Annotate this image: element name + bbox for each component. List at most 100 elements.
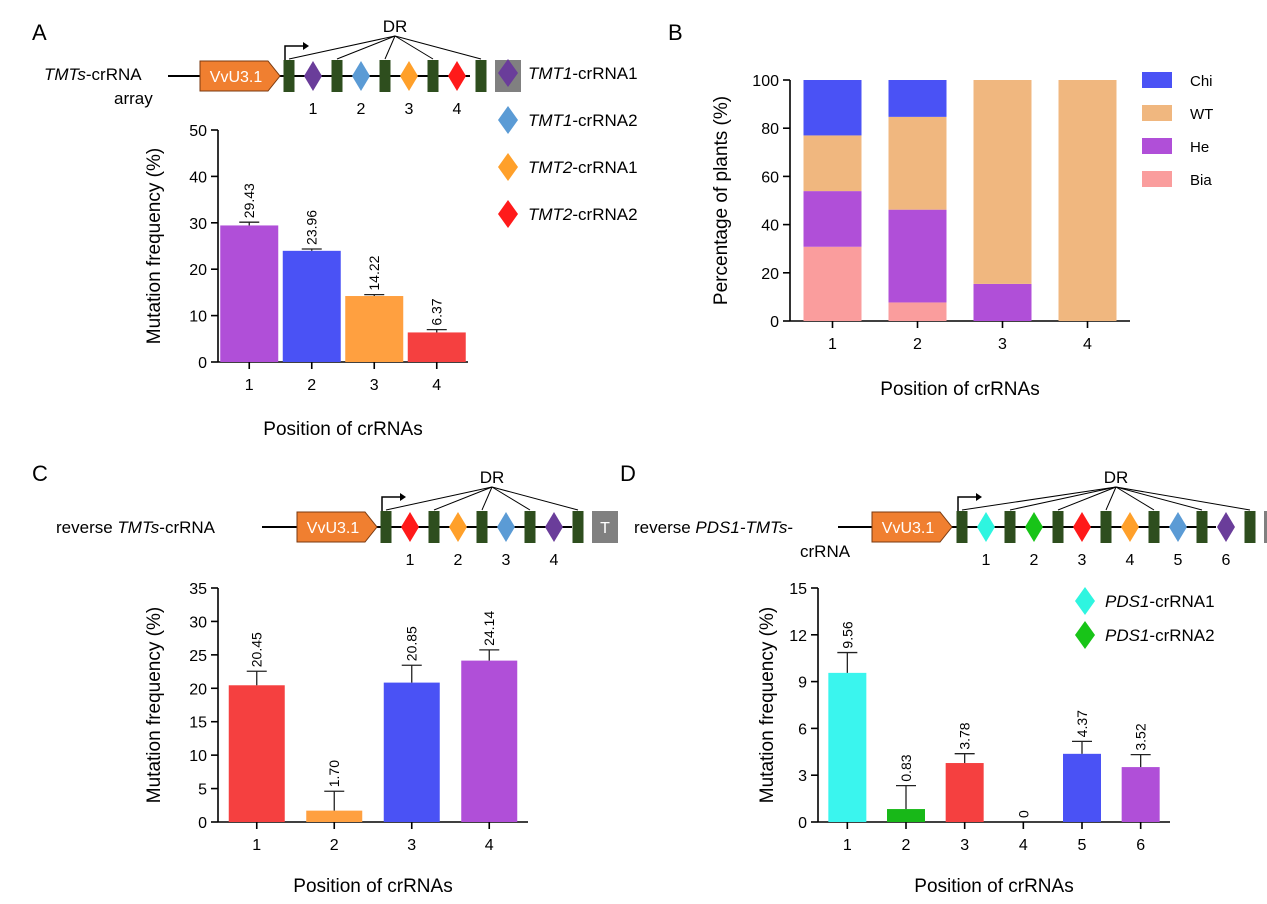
- crrna-position-label: 1: [982, 552, 991, 569]
- bar: [282, 250, 341, 362]
- construct-d: VvU3.1123456TDR: [838, 468, 1267, 569]
- y-tick-label: 6: [798, 721, 807, 738]
- crrna-position-label: 3: [502, 552, 511, 569]
- dr-block: [1004, 511, 1016, 543]
- crrna-position-label: 1: [309, 101, 318, 118]
- crrna-diamond-icon: [448, 61, 466, 91]
- y-tick-label: 80: [761, 121, 779, 138]
- x-tick-label: 3: [960, 837, 969, 854]
- y-tick-label: 0: [798, 815, 807, 832]
- crrna-diamond-icon: [1217, 512, 1235, 542]
- bar-value-label: 24.14: [481, 611, 497, 646]
- promoter-box: [199, 60, 281, 92]
- legend-diamond-icon: [1075, 587, 1095, 615]
- bar: [828, 672, 867, 822]
- dr-connector-line: [384, 35, 396, 60]
- dr-connector-line: [1057, 486, 1117, 511]
- crrna-position-label: 2: [1030, 552, 1039, 569]
- crrna-diamond-icon: [401, 512, 419, 542]
- legend-label: TMT1-crRNA1: [528, 64, 638, 83]
- construct-a-label: TMTs-crRNA: [44, 65, 142, 84]
- stacked-bar-segment: [973, 283, 1032, 321]
- y-tick-label: 25: [189, 648, 207, 665]
- x-tick-label: 4: [1083, 336, 1092, 353]
- bar: [887, 809, 925, 822]
- legend-swatch: [1142, 105, 1172, 121]
- legend-label: TMT1-crRNA2: [528, 111, 638, 130]
- y-axis-title: Mutation frequency (%): [144, 607, 165, 803]
- y-tick-label: 35: [189, 581, 207, 598]
- dr-connector-line: [961, 486, 1117, 511]
- dr-connector-line: [1009, 486, 1117, 511]
- terminator-box: [1264, 511, 1267, 543]
- legend-suffix: -crRNA1: [572, 64, 637, 83]
- bar: [407, 332, 466, 362]
- stacked-bar-segment: [803, 135, 862, 192]
- crrna-position-label: 6: [1222, 552, 1231, 569]
- bar-value-label: 20.45: [249, 632, 265, 667]
- panel-letter-a: A: [32, 20, 47, 45]
- y-tick-label: 5: [198, 782, 207, 799]
- legend-suffix: -crRNA2: [1149, 626, 1214, 645]
- bar: [1121, 767, 1160, 822]
- y-tick-label: 60: [761, 169, 779, 186]
- x-tick-label: 2: [913, 336, 922, 353]
- legend-swatch: [1142, 171, 1172, 187]
- crrna-diamond-icon: [1025, 512, 1043, 542]
- bar-value-label: 23.96: [304, 210, 320, 245]
- dr-block: [1244, 511, 1256, 543]
- legend-label: PDS1-crRNA1: [1105, 592, 1215, 611]
- crrna-diamond-icon: [545, 512, 563, 542]
- y-tick-label: 0: [198, 815, 207, 832]
- y-axis-title: Mutation frequency (%): [144, 148, 165, 344]
- dr-connector-line: [491, 486, 531, 511]
- legend-suffix: -crRNA2: [572, 111, 637, 130]
- crrna-position-label: 3: [1078, 552, 1087, 569]
- x-axis-title: Position of crRNAs: [263, 419, 422, 440]
- crrna-diamond-icon: [400, 61, 418, 91]
- panel-letter-d: D: [620, 461, 636, 486]
- construct-c-label: reverse TMTs-crRNA: [56, 518, 216, 537]
- dr-connector-line: [433, 486, 493, 511]
- dr-connector-line: [481, 486, 493, 511]
- promoter-label: VvU3.1: [307, 520, 360, 537]
- dr-block: [572, 511, 584, 543]
- x-tick-label: 4: [485, 837, 494, 854]
- legend-gene: PDS1: [1105, 592, 1149, 611]
- dr-block: [956, 511, 968, 543]
- legend-gene: TMT2: [528, 158, 573, 177]
- tss-arrowhead-icon: [976, 493, 982, 501]
- stacked-bar-segment: [973, 80, 1032, 284]
- stacked-bar-segment: [1058, 80, 1117, 321]
- crrna-position-label: 4: [1126, 552, 1135, 569]
- dr-block: [331, 60, 343, 92]
- y-tick-label: 100: [752, 73, 779, 90]
- dr-label: DR: [1104, 468, 1129, 487]
- promoter-box: [296, 511, 378, 543]
- dr-connector-line: [288, 35, 396, 60]
- panel-letter-b: B: [668, 20, 683, 45]
- x-tick-label: 4: [1019, 837, 1028, 854]
- x-tick-label: 2: [902, 837, 911, 854]
- x-tick-label: 1: [843, 837, 852, 854]
- legend-label: TMT2-crRNA2: [528, 205, 638, 224]
- construct-c: VvU3.1 1 2 3 4 T DR: [262, 468, 618, 569]
- legend-diamond-icon: [498, 153, 518, 181]
- x-tick-label: 6: [1136, 837, 1145, 854]
- chart-b: 0 20 40 60 80 100 1 2 3 4 Position of crRNAs Percen…: [711, 72, 1213, 400]
- terminator-label: T: [600, 520, 610, 537]
- legend-diamond-icon: [498, 59, 518, 87]
- promoter-box: [871, 511, 953, 543]
- dr-block: [1196, 511, 1208, 543]
- bar: [220, 225, 279, 362]
- legend-suffix: -crRNA1: [572, 158, 637, 177]
- legend-gene: TMT2: [528, 205, 573, 224]
- chart-c: 0 5 10 15 20 25 30 35 1 2 3 4 Position of crRNAs Muta…: [144, 581, 528, 897]
- x-tick-label: 5: [1078, 837, 1087, 854]
- bar-value-label: 1.70: [326, 760, 342, 787]
- dr-block: [475, 60, 487, 92]
- x-axis-title: Position of crRNAs: [880, 379, 1039, 400]
